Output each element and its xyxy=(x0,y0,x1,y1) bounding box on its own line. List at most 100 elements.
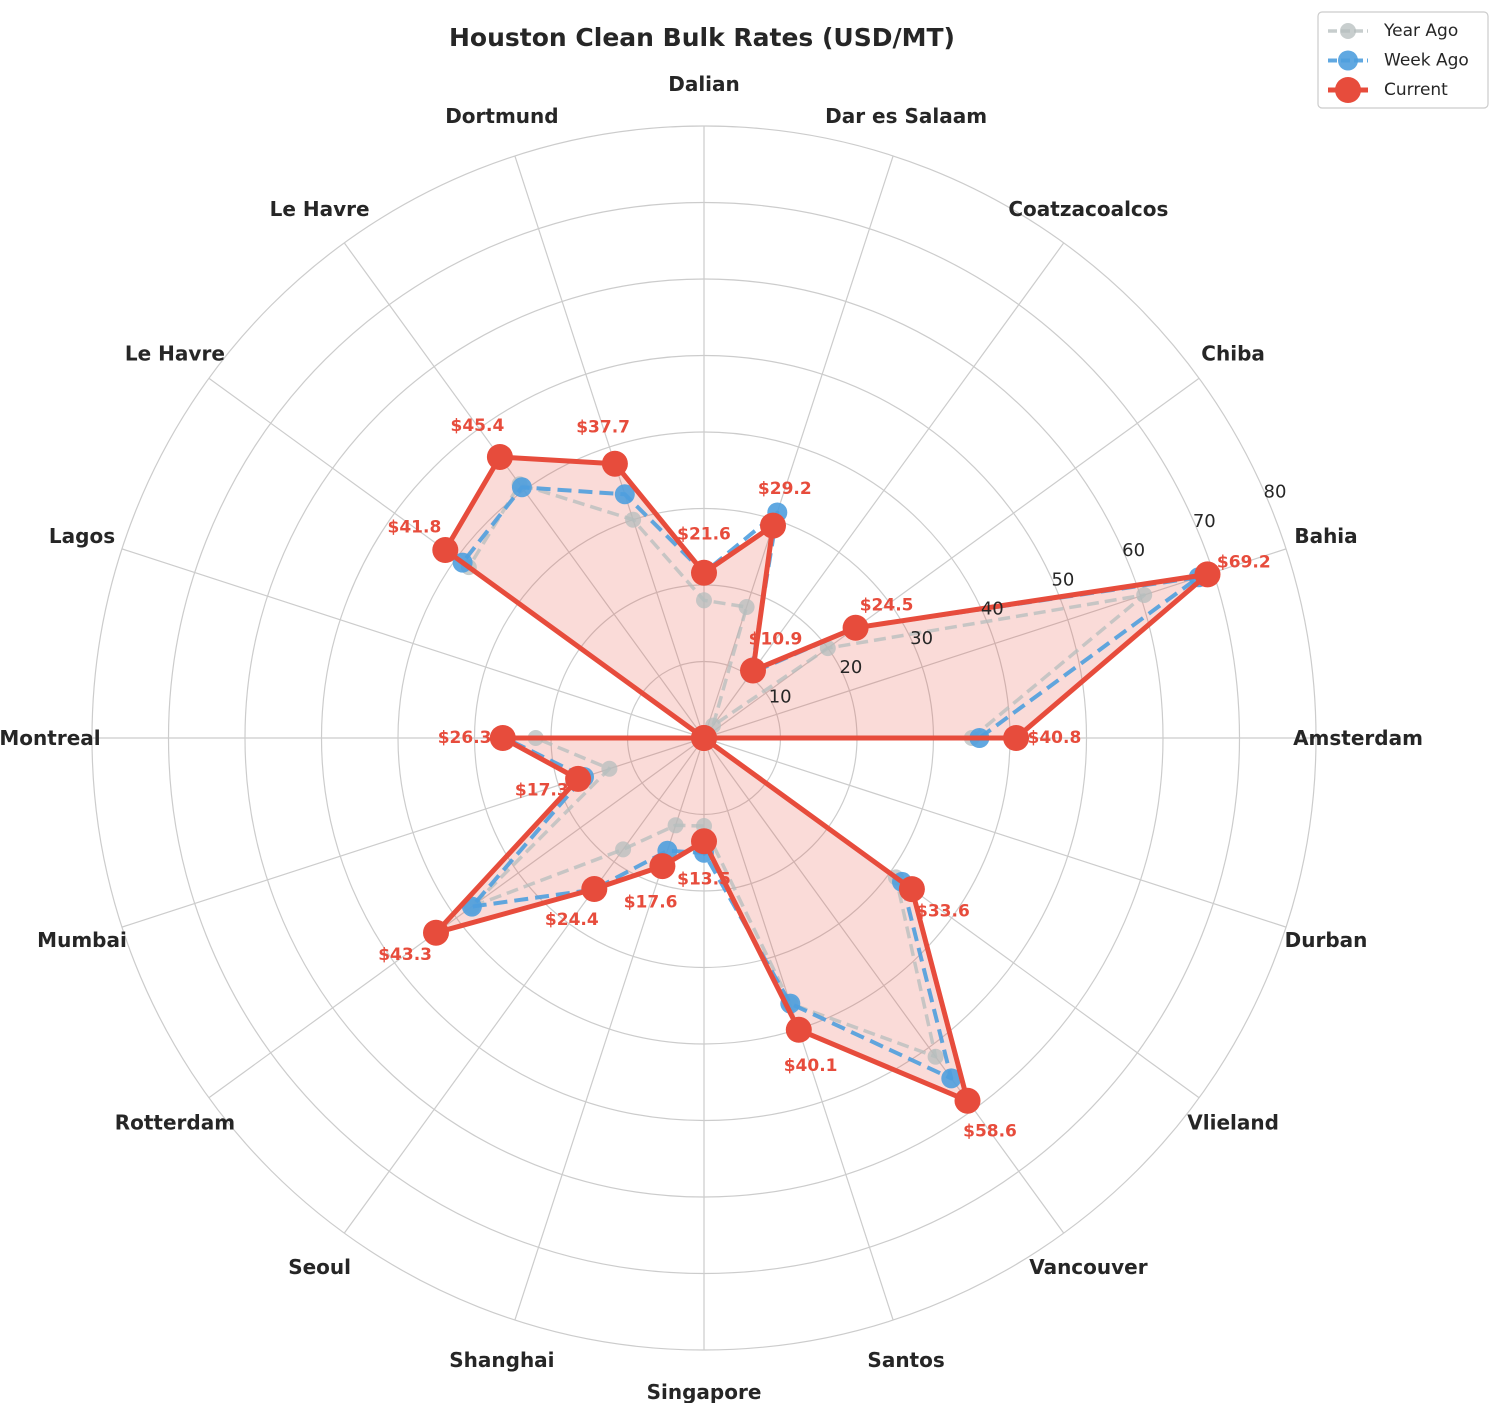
series-point xyxy=(842,614,869,641)
series-point xyxy=(696,592,712,609)
category-label: Durban xyxy=(1285,928,1368,952)
radial-tick-label: 20 xyxy=(839,657,862,678)
data-label: $29.2 xyxy=(758,479,812,499)
grid-spoke-7 xyxy=(514,155,705,739)
grid-spoke-10 xyxy=(121,548,705,739)
series-point xyxy=(615,841,632,858)
legend: Year Ago Week Ago Current xyxy=(1317,11,1489,109)
data-label: $17.6 xyxy=(624,892,678,912)
grid-spoke-13 xyxy=(208,737,705,1099)
series-current xyxy=(423,444,1221,1114)
series-point xyxy=(601,450,628,477)
data-label: $41.8 xyxy=(388,518,442,538)
series-point xyxy=(740,657,766,684)
series-point xyxy=(1003,725,1030,751)
chart-title: Houston Clean Bulk Rates (USD/MT) xyxy=(449,23,955,52)
category-label: Shanghai xyxy=(449,1348,554,1372)
legend-item: Current xyxy=(1328,77,1448,103)
data-label: $24.5 xyxy=(860,595,914,615)
category-label: Chiba xyxy=(1201,342,1265,366)
grid-spoke-15 xyxy=(514,737,705,1321)
category-label: Dar es Salaam xyxy=(825,104,987,128)
series-point xyxy=(785,1016,812,1043)
legend-item: Year Ago xyxy=(1328,21,1458,41)
radial-tick-label: 80 xyxy=(1264,482,1287,503)
category-label: Mumbai xyxy=(37,928,127,952)
radial-tick-label: 60 xyxy=(1122,540,1145,561)
grid-spoke-14 xyxy=(343,737,705,1234)
radial-tick-label: 30 xyxy=(910,628,933,649)
radial-tick-label: 10 xyxy=(769,686,792,707)
series-point xyxy=(432,537,459,563)
legend-marker xyxy=(1338,50,1358,71)
data-label: $13.5 xyxy=(677,870,731,890)
radial-tick-label: 50 xyxy=(1051,569,1074,590)
legend-label: Week Ago xyxy=(1384,51,1469,71)
category-label: Rotterdam xyxy=(115,1110,235,1134)
series-point xyxy=(691,559,717,586)
category-label: Vlieland xyxy=(1187,1110,1279,1134)
grid-spoke-5 xyxy=(703,155,894,739)
data-label: $21.6 xyxy=(677,525,731,545)
series-point xyxy=(1194,561,1221,588)
series-point xyxy=(941,1068,962,1089)
category-label: Dalian xyxy=(668,72,740,96)
legend-item: Week Ago xyxy=(1328,50,1469,71)
series-point xyxy=(898,876,925,903)
category-label: Seoul xyxy=(288,1255,351,1279)
current-fill-area xyxy=(436,457,1208,1101)
series-point xyxy=(423,919,449,946)
series-point xyxy=(614,484,635,505)
category-label: Lagos xyxy=(49,524,115,548)
data-label: $24.4 xyxy=(545,910,599,930)
grid-spoke-20 xyxy=(703,737,1287,928)
category-label: Amsterdam xyxy=(1293,726,1423,750)
category-label: Coatzacoalcos xyxy=(1008,197,1168,221)
data-label: $33.6 xyxy=(916,902,970,922)
category-label: Santos xyxy=(867,1348,944,1372)
series-line xyxy=(467,482,1146,1059)
category-label: Montreal xyxy=(0,726,101,750)
legend-label: Year Ago xyxy=(1383,21,1458,41)
data-label: $17.3 xyxy=(515,781,569,801)
data-label: $58.6 xyxy=(963,1122,1017,1142)
legend-marker xyxy=(1335,77,1361,103)
series-point xyxy=(565,765,592,792)
radial-tick-label: 70 xyxy=(1193,511,1216,532)
category-label: Dortmund xyxy=(445,104,558,128)
series-point xyxy=(667,817,684,834)
series-point xyxy=(927,1048,944,1065)
series-point xyxy=(691,725,717,751)
data-label: $26.3 xyxy=(438,728,492,748)
series-point xyxy=(511,477,532,498)
series-point xyxy=(738,599,755,615)
legend-frame xyxy=(1317,11,1489,109)
radial-tick-label: 40 xyxy=(981,599,1004,620)
grid-spoke-18 xyxy=(703,737,1065,1234)
data-label: $69.2 xyxy=(1217,553,1271,573)
category-label: Le Havre xyxy=(270,197,370,221)
series-point xyxy=(1136,587,1153,603)
series-point xyxy=(760,512,786,539)
series-point xyxy=(954,1087,981,1114)
data-label: $45.4 xyxy=(451,416,505,436)
category-label: Singapore xyxy=(647,1380,762,1403)
data-label: $40.1 xyxy=(784,1056,838,1076)
series-point xyxy=(625,511,642,528)
data-label: $43.3 xyxy=(378,945,432,965)
series-layer xyxy=(423,444,1221,1114)
series-point xyxy=(649,853,676,880)
legend-marker xyxy=(1340,23,1356,39)
data-label: $40.8 xyxy=(1028,728,1082,748)
current-area-fill xyxy=(436,457,1208,1101)
data-label: $37.7 xyxy=(576,417,630,437)
series-point xyxy=(486,444,513,470)
data-label: $10.9 xyxy=(749,630,803,650)
category-labels: Amsterdam Bahia Chiba Coatzacoalcos Dar es S… xyxy=(0,72,1423,1403)
legend-label: Current xyxy=(1384,80,1448,100)
series-point xyxy=(819,640,836,657)
category-label: Bahia xyxy=(1294,524,1357,548)
series-point xyxy=(691,828,717,855)
grid-spoke-4 xyxy=(703,242,1065,739)
